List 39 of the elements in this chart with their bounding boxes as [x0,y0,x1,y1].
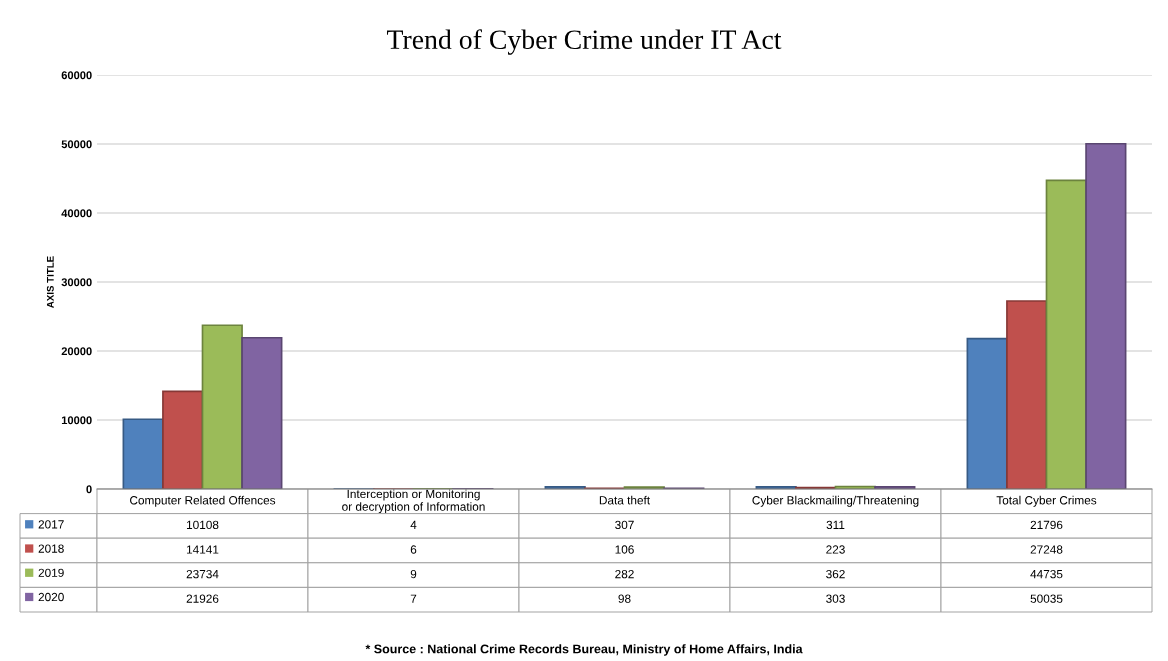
y-tick-label: 20000 [61,347,92,356]
data-label: 6 [410,545,417,554]
data-label: 21926 [186,594,219,603]
y-tick-label: 50000 [61,140,92,149]
data-label: 307 [615,520,634,530]
data-label: 223 [826,545,845,554]
text: * Source : National Crime Records Bureau, Ministry of Home Affairs, India [365,644,803,656]
data-label: 311 [826,520,845,530]
data-label: 9 [410,569,417,579]
data-label: 50035 [1030,594,1063,603]
y-tick-label: 60000 [61,71,92,80]
data-label: 4 [410,520,417,529]
data-label: 44735 [1030,569,1063,579]
y-tick-label: 0 [86,485,92,494]
x-tick-label: Interception or Monitoring or decryption of Information [342,489,485,514]
x-tick-label: Cyber Blackmailing/Threatening [752,495,919,507]
data-label: 98 [618,594,631,603]
x-tick-label: Data theft [599,495,651,505]
legend-label: 2017 [38,520,64,529]
data-label: 10108 [186,520,219,530]
legend-label: 2019 [38,568,64,577]
data-label: 23734 [186,569,219,579]
data-label: 106 [615,545,634,554]
legend-label: 2020 [38,592,64,602]
data-label: 282 [615,569,634,579]
data-label: 14141 [186,545,219,554]
data-label: 7 [410,594,417,603]
x-tick-label: Computer Related Offences [130,495,276,507]
legend-label: 2018 [38,544,64,553]
y-tick-label: 30000 [61,278,92,287]
x-tick-label: Total Cyber Crimes [996,495,1097,507]
data-label: 362 [826,569,845,579]
data-label: 303 [826,594,845,603]
data-label: 21796 [1030,520,1063,530]
y-tick-label: 40000 [61,209,92,218]
y-axis-title: AXIS TITLE [46,256,54,308]
data-label: 27248 [1030,545,1063,554]
chart-title: Trend of Cyber Crime under IT Act [386,29,782,55]
y-tick-label: 10000 [61,416,92,425]
